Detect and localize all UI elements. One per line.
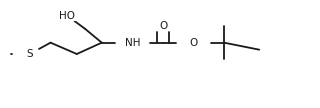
Text: S: S bbox=[27, 49, 33, 59]
Text: O: O bbox=[189, 38, 198, 48]
Text: NH: NH bbox=[125, 38, 140, 48]
Text: O: O bbox=[159, 21, 167, 31]
Text: HO: HO bbox=[59, 11, 75, 21]
